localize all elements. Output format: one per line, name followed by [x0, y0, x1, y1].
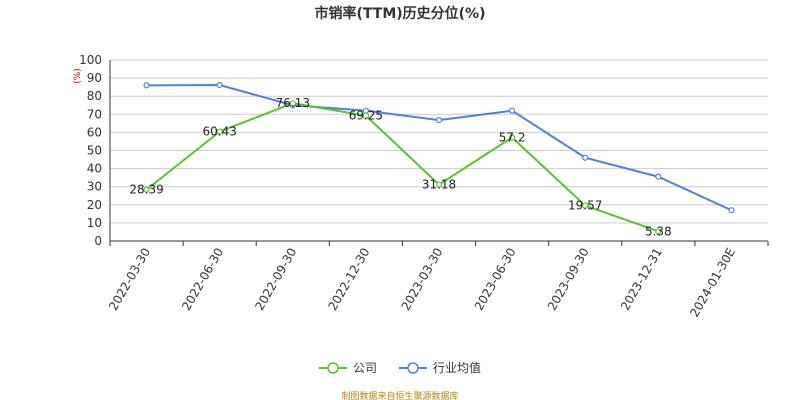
y-tick-label: 90	[87, 71, 102, 85]
y-tick-label: 10	[87, 216, 102, 230]
data-label: 19.57	[568, 199, 602, 213]
legend-industry-icon	[399, 361, 427, 374]
y-tick-label: 40	[87, 162, 102, 176]
y-tick-label: 50	[87, 144, 102, 158]
series-0-point[interactable]	[289, 100, 296, 107]
data-label: 69.25	[349, 109, 383, 123]
x-tick-label: 2023-12-31	[618, 246, 665, 313]
series-0-point[interactable]	[655, 228, 662, 235]
x-tick-label: 2023-09-30	[545, 246, 592, 313]
x-tick-label: 2023-03-30	[399, 246, 446, 313]
y-tick-label: 20	[87, 198, 102, 212]
data-label: 31.18	[422, 178, 456, 192]
y-unit-label: (%)	[73, 68, 83, 84]
chart-title: 市销率(TTM)历史分位(%)	[314, 6, 486, 22]
series-line-0	[145, 102, 659, 233]
series-1-point[interactable]	[582, 154, 589, 161]
series-1-point[interactable]	[728, 207, 735, 214]
series-1-point[interactable]	[216, 81, 223, 89]
legend-item-company[interactable]: 公司	[318, 359, 377, 376]
x-tick-label: 2024-01-30E	[687, 246, 738, 320]
y-tick-label: 30	[87, 180, 102, 194]
series-0-point[interactable]	[143, 186, 150, 193]
x-tick-label: 2022-09-30	[252, 246, 299, 313]
series-0-point[interactable]	[582, 202, 589, 209]
chart-legend: 公司 行业均值	[0, 359, 800, 376]
legend-company-label: 公司	[352, 361, 377, 375]
y-tick-label: 70	[87, 107, 102, 121]
x-tick-label: 2023-06-30	[472, 246, 519, 313]
legend-industry-label: 行业均值	[433, 361, 482, 375]
data-label: 28.39	[129, 183, 163, 197]
y-tick-label: 0	[94, 234, 102, 248]
series-0-point[interactable]	[216, 128, 223, 135]
data-label: 57.2	[499, 130, 526, 144]
y-tick-label: 80	[87, 89, 102, 103]
series-0-point[interactable]	[362, 112, 369, 119]
data-label: 60.43	[202, 125, 236, 139]
x-tick-label: 2022-06-30	[179, 246, 226, 313]
series-1-point[interactable]	[435, 116, 443, 124]
y-tick-label: 100	[79, 53, 102, 67]
series-1-point[interactable]	[655, 173, 662, 180]
source-note: 制图数据来自恒生聚源数据库	[341, 392, 459, 400]
series-1-point[interactable]	[509, 107, 516, 114]
x-tick-label: 2022-03-30	[106, 246, 153, 313]
series-0-point[interactable]	[435, 181, 443, 188]
series-1-point[interactable]	[143, 82, 150, 89]
legend-item-industry[interactable]: 行业均值	[399, 359, 481, 376]
data-label: 76.13	[276, 96, 310, 110]
x-tick-label: 2022-12-30	[325, 246, 372, 313]
legend-company-icon	[318, 361, 347, 374]
y-tick-label: 60	[87, 125, 102, 139]
data-label: 5.38	[645, 224, 672, 238]
series-0-point[interactable]	[509, 134, 516, 141]
